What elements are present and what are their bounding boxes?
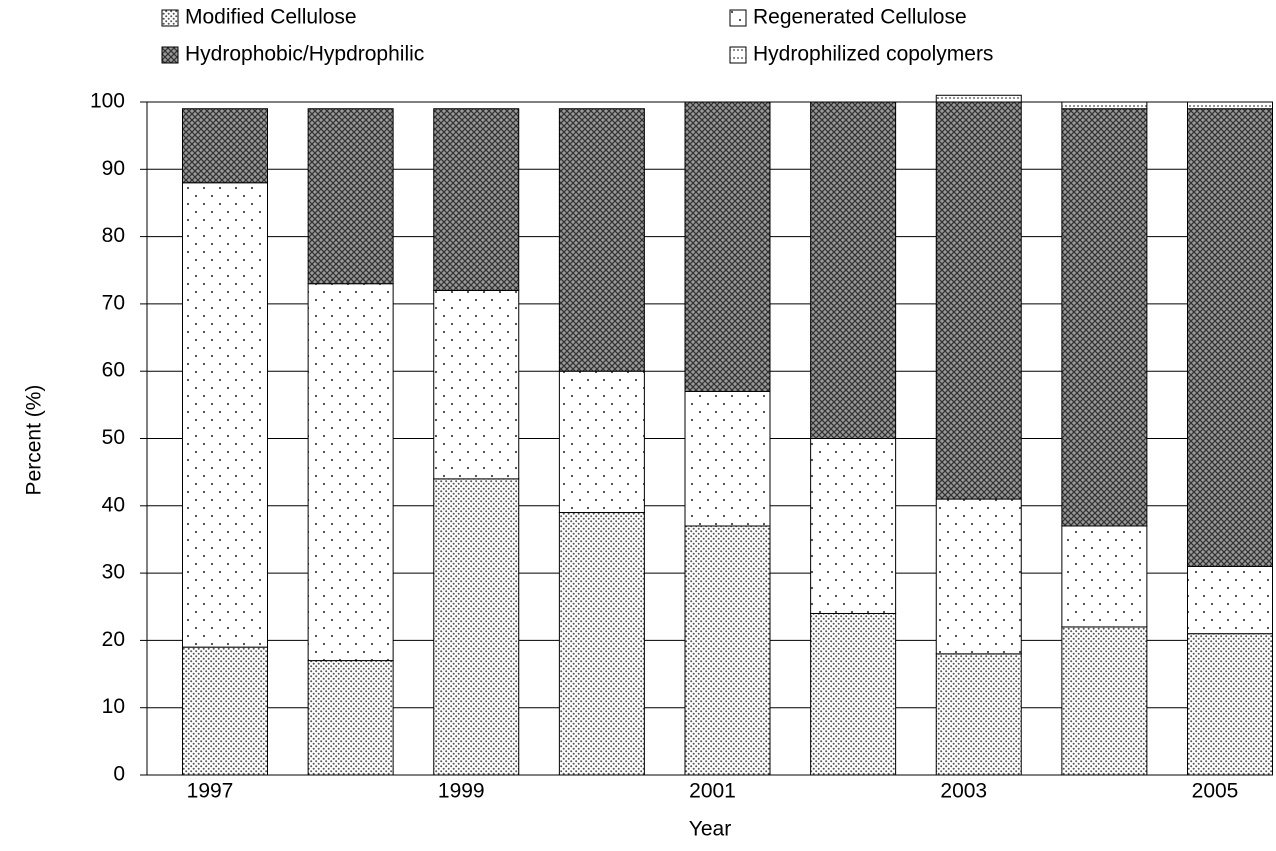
- bar-segment: [1061, 525, 1148, 628]
- bar-segment: [1061, 101, 1148, 110]
- y-tick-label: 20: [102, 628, 125, 651]
- bar-segment: [558, 370, 645, 514]
- bar-segment: [1061, 626, 1148, 776]
- y-tick-label: 90: [102, 157, 125, 180]
- legend-label: Modified Cellulose: [185, 6, 357, 29]
- y-tick-label: 100: [90, 90, 125, 113]
- bar-segment: [1187, 101, 1273, 110]
- bar-segment: [307, 283, 394, 662]
- bar-segment: [558, 512, 645, 776]
- bar-segment: [810, 612, 897, 776]
- x-tick-label: 2005: [1192, 780, 1239, 803]
- bar-segment: [810, 438, 897, 614]
- y-tick-label: 80: [102, 224, 125, 247]
- bar-segment: [307, 108, 394, 285]
- bar-segment: [433, 478, 520, 776]
- bar-segment: [935, 94, 1022, 103]
- legend-swatch: [729, 9, 747, 27]
- bar-segment: [1061, 108, 1148, 527]
- bar-segment: [433, 289, 520, 480]
- x-tick-label: 2003: [940, 780, 987, 803]
- y-axis-title: Percent (%): [23, 385, 46, 496]
- y-tick-label: 40: [102, 493, 125, 516]
- bar-segment: [1187, 565, 1273, 635]
- bar-segment: [935, 653, 1022, 776]
- bar-segment: [182, 182, 268, 648]
- bar-segment: [935, 101, 1022, 500]
- legend-label: Hydrophilized copolymers: [753, 43, 993, 66]
- bar-segment: [182, 108, 268, 184]
- legend-label: Hydrophobic/Hypdrophilic: [185, 43, 424, 66]
- bar-segment: [935, 498, 1022, 655]
- x-tick-label: 1999: [438, 780, 485, 803]
- legend-label: Regenerated Cellulose: [753, 6, 967, 29]
- bar-segment: [1187, 108, 1273, 567]
- x-axis-title: Year: [689, 818, 731, 841]
- bar-segment: [433, 108, 520, 291]
- x-tick-label: 2001: [689, 780, 736, 803]
- legend-swatch: [161, 9, 179, 27]
- y-tick-label: 0: [113, 763, 125, 786]
- y-tick-label: 60: [102, 359, 125, 382]
- bar-segment: [307, 660, 394, 776]
- legend-swatch: [729, 46, 747, 64]
- bar-segment: [1187, 633, 1273, 776]
- bar-segment: [684, 101, 771, 392]
- x-tick-label: 1997: [187, 780, 234, 803]
- y-tick-label: 30: [102, 561, 125, 584]
- bar-segment: [684, 390, 771, 527]
- bar-segment: [684, 525, 771, 776]
- y-tick-label: 10: [102, 695, 125, 718]
- y-tick-label: 70: [102, 291, 125, 314]
- legend-swatch: [161, 46, 179, 64]
- bar-segment: [558, 108, 645, 372]
- y-tick-label: 50: [102, 426, 125, 449]
- bar-segment: [182, 646, 268, 776]
- bar-segment: [810, 101, 897, 439]
